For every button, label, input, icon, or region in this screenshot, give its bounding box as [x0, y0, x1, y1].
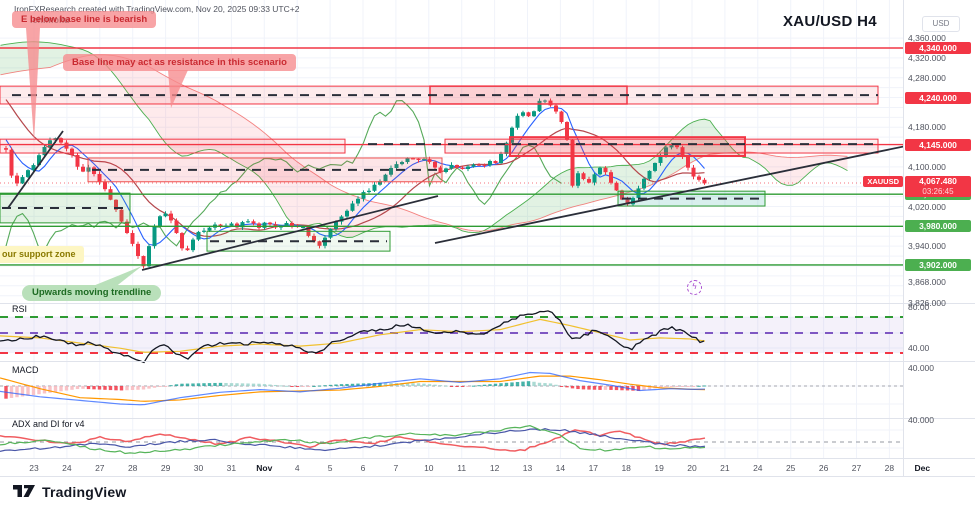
time-tick: 23 [29, 463, 39, 473]
time-tick: 10 [424, 463, 434, 473]
price-level-badge: 3,980.000 [905, 220, 971, 233]
time-tick: 13 [522, 463, 533, 473]
currency-selector[interactable]: USD [922, 16, 960, 32]
time-tick: 4 [294, 463, 300, 473]
price-tick: 4,180.000 [908, 122, 946, 133]
last-price-badge: 4,067.480 03:26:45 [905, 176, 971, 197]
time-tick: 21 [720, 463, 730, 473]
trendline-label[interactable]: Upwards moving trendline [22, 285, 162, 301]
last-price-value: 4,067.480 [919, 176, 957, 186]
attribution-text: IronFXResearch created with TradingView.… [14, 4, 300, 14]
time-tick: 28 [884, 463, 895, 473]
adx-pane-label[interactable]: ADX and DI for v4 [12, 419, 85, 429]
pane-separator[interactable] [0, 303, 975, 304]
pane-separator[interactable] [0, 418, 975, 419]
rsi-pane-label[interactable]: RSI [12, 304, 28, 314]
price-tick: 3,940.000 [908, 241, 946, 252]
tradingview-logo[interactable]: TradingView [13, 483, 126, 500]
time-tick: 12 [489, 463, 500, 473]
macd-pane-label[interactable]: MACD [12, 365, 39, 375]
time-tick: 27 [851, 463, 862, 473]
time-tick: 24 [753, 463, 763, 473]
time-axis-separator [0, 458, 975, 459]
indicator-tick: 40.000 [908, 415, 934, 425]
time-tick: Nov [256, 463, 273, 473]
tradingview-logo-text: TradingView [42, 483, 127, 500]
price-axis-border [903, 0, 904, 476]
time-tick: 20 [687, 463, 697, 473]
price-tick: 4,100.000 [908, 161, 946, 172]
time-tick: 30 [193, 463, 204, 473]
bar-countdown: 03:26:45 [922, 187, 954, 196]
time-axis[interactable]: 23 24 27 28 29 30 31 Nov 4 5 6 7 10 11 12 13 14 17 18 19 20 2… [0, 458, 975, 476]
price-level-badge: 4,340.000 [905, 42, 971, 54]
price-level-badge: 3,902.000 [905, 258, 971, 271]
time-tick: 27 [95, 463, 105, 473]
price-level-badge: 4,240.000 [905, 91, 971, 104]
time-tick: 6 [360, 463, 366, 473]
time-tick: 17 [588, 463, 599, 473]
callout-baseline-bearish[interactable]: E below base line is bearish [12, 11, 157, 28]
time-tick: Dec [914, 463, 931, 473]
time-tick: 11 [457, 463, 467, 473]
indicator-tick: 80.00 [908, 302, 930, 312]
time-tick: 14 [555, 463, 566, 473]
price-tick: 4,020.000 [908, 201, 946, 212]
price-level-badge: 4,145.000 [905, 138, 971, 151]
price-tick: 4,320.000 [908, 52, 946, 63]
indicator-tick: 40.000 [908, 363, 934, 373]
indicator-tick: 40.00 [908, 343, 930, 353]
support-zone-label[interactable]: our support zone [0, 246, 84, 263]
price-tick: 4,360.000 [908, 33, 946, 44]
time-tick: 7 [393, 463, 399, 473]
time-tick: 24 [62, 463, 72, 473]
idea-marker-icon[interactable]: ϟ [687, 280, 702, 295]
price-tick: 4,280.000 [908, 72, 946, 83]
time-tick: 5 [327, 463, 333, 473]
price-tick: 3,868.000 [908, 276, 946, 287]
chart-plot-area[interactable] [0, 0, 903, 458]
tradingview-logo-icon [13, 485, 35, 497]
pane-separator[interactable] [0, 361, 975, 362]
time-tick: 19 [654, 463, 664, 473]
time-tick: 29 [160, 463, 171, 473]
time-tick: 28 [127, 463, 138, 473]
symbol-tag: XAUUSD [863, 176, 903, 187]
time-tick: 31 [226, 463, 237, 473]
bottom-separator [0, 476, 975, 477]
time-tick: 26 [818, 463, 829, 473]
price-tick: 3,826.000 [908, 297, 946, 308]
time-tick: 18 [621, 463, 631, 473]
time-tick: 25 [785, 463, 796, 473]
symbol-title: XAU/USD H4 [783, 13, 877, 30]
callout-baseline-resistance[interactable]: Base line may act as resistance in this … [63, 54, 296, 71]
